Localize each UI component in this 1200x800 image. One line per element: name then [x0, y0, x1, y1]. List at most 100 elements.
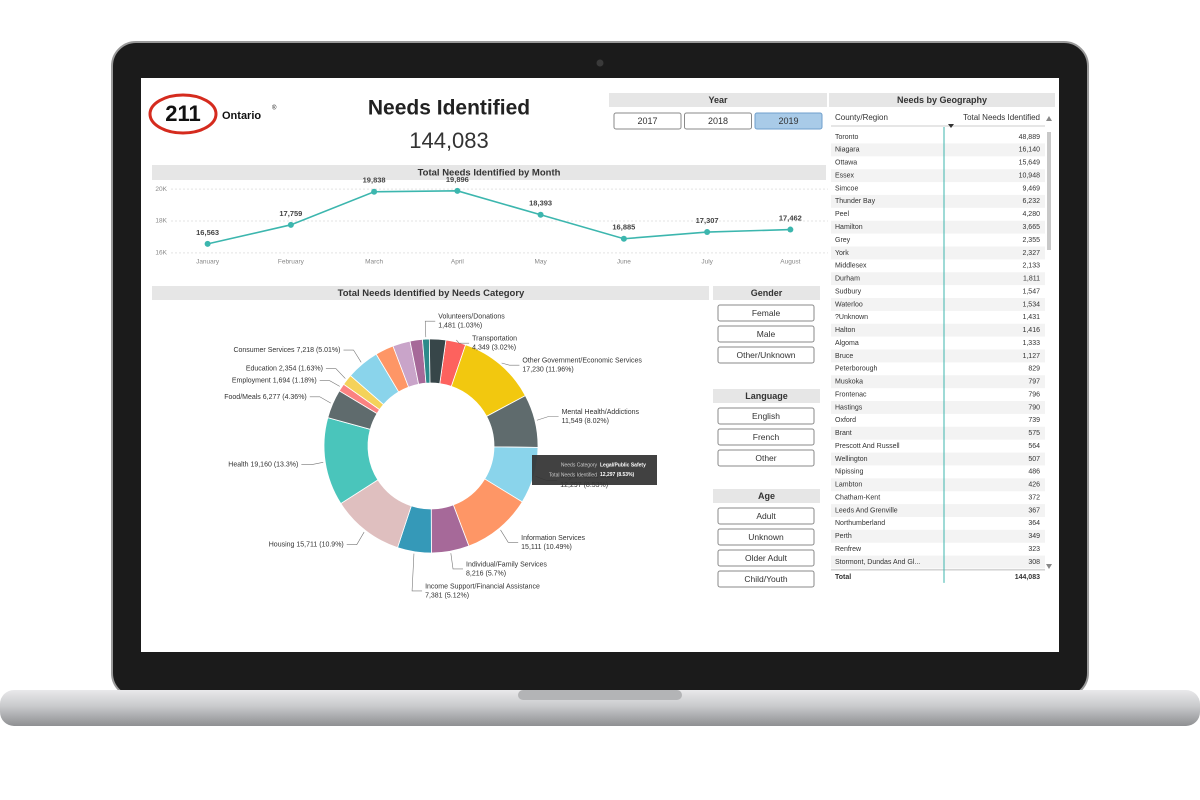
slicer-button-label[interactable]: Female — [752, 308, 781, 318]
geo-region[interactable]: Nipissing — [835, 469, 864, 476]
geo-value[interactable]: 2,133 — [1022, 263, 1040, 270]
geo-value[interactable]: 796 — [1028, 391, 1040, 398]
geo-region[interactable]: Frontenac — [835, 391, 867, 398]
slicer-button[interactable] — [717, 449, 815, 467]
geo-region[interactable]: Bruce — [835, 353, 853, 360]
scroll-down[interactable] — [1046, 564, 1052, 569]
geo-value[interactable]: 575 — [1028, 430, 1040, 437]
geo-value[interactable]: 9,469 — [1022, 185, 1040, 192]
geo-value[interactable]: 1,416 — [1022, 327, 1040, 334]
slicer-button[interactable] — [717, 570, 815, 588]
slicer-button[interactable] — [717, 407, 815, 425]
geo-region[interactable]: Grey — [835, 237, 851, 244]
geo-value[interactable]: 486 — [1028, 469, 1040, 476]
geo-value[interactable]: 15,649 — [1019, 160, 1041, 167]
geo-region[interactable]: Ottawa — [835, 160, 857, 167]
geo-region[interactable]: Lambton — [835, 482, 862, 489]
geo-value[interactable]: 2,327 — [1022, 250, 1040, 257]
geo-value[interactable]: 2,355 — [1022, 237, 1040, 244]
geo-value[interactable]: 367 — [1028, 507, 1040, 514]
scrollbar[interactable] — [1047, 132, 1051, 250]
geo-value[interactable]: 1,127 — [1022, 353, 1040, 360]
geo-value[interactable]: 48,889 — [1019, 134, 1041, 141]
geo-value[interactable]: 564 — [1028, 443, 1040, 450]
geo-region[interactable]: Renfrew — [835, 546, 862, 553]
geo-region[interactable]: Oxford — [835, 417, 856, 424]
geo-value[interactable]: 790 — [1028, 404, 1040, 411]
year-button-label[interactable]: 2019 — [778, 116, 798, 126]
geo-region[interactable]: Durham — [835, 276, 860, 283]
geo-value[interactable]: 739 — [1028, 417, 1040, 424]
geo-region[interactable]: ?Unknown — [835, 314, 868, 321]
slicer-button[interactable] — [717, 507, 815, 525]
geo-region[interactable]: Prescott And Russell — [835, 443, 900, 450]
geo-region[interactable]: Wellington — [835, 456, 868, 463]
slicer-button[interactable] — [717, 428, 815, 446]
geo-value[interactable]: 507 — [1028, 456, 1040, 463]
geo-value[interactable]: 16,140 — [1019, 147, 1041, 154]
geo-value[interactable]: 364 — [1028, 520, 1040, 527]
slicer-button-label[interactable]: English — [752, 411, 780, 421]
slicer-button-label[interactable]: Male — [757, 329, 776, 339]
geo-value[interactable]: 1,547 — [1022, 288, 1040, 295]
geo-col-header[interactable]: County/Region — [835, 113, 888, 122]
geo-region[interactable]: Middlesex — [835, 263, 867, 270]
slicer-button-label[interactable]: Child/Youth — [744, 574, 787, 584]
slicer-button-label[interactable]: Other — [755, 453, 776, 463]
slicer-button[interactable] — [717, 304, 815, 322]
geo-value[interactable]: 1,811 — [1023, 276, 1040, 283]
scroll-up[interactable] — [1046, 116, 1052, 121]
geo-region[interactable]: Brant — [835, 430, 852, 437]
geo-value[interactable]: 6,232 — [1022, 198, 1040, 205]
slicer-button-label[interactable]: Older Adult — [745, 553, 788, 563]
geo-value[interactable]: 3,665 — [1022, 224, 1040, 231]
geo-value[interactable]: 4,280 — [1022, 211, 1040, 218]
geo-region[interactable]: Hamilton — [835, 224, 863, 231]
geo-region[interactable]: Northumberland — [835, 520, 885, 527]
geo-region[interactable]: Essex — [835, 172, 855, 179]
geo-region[interactable]: Chatham-Kent — [835, 494, 880, 501]
geo-value[interactable]: 308 — [1028, 559, 1040, 566]
geo-value[interactable]: 10,948 — [1019, 172, 1041, 179]
slicer-button[interactable] — [717, 549, 815, 567]
geo-region[interactable]: Peel — [835, 211, 849, 218]
geo-region[interactable]: Halton — [835, 327, 855, 334]
geo-region[interactable]: Thunder Bay — [835, 198, 876, 205]
geo-value[interactable]: 1,333 — [1022, 340, 1040, 347]
slicer-button[interactable] — [717, 528, 815, 546]
geo-region[interactable]: Muskoka — [835, 379, 863, 386]
geo-col-header[interactable]: Total Needs Identified — [963, 113, 1040, 122]
geo-region[interactable]: Niagara — [835, 147, 860, 154]
geo-value[interactable]: 797 — [1028, 379, 1040, 386]
slicer-button-label[interactable]: Adult — [756, 511, 776, 521]
geo-region[interactable]: Waterloo — [835, 301, 863, 308]
geo-region[interactable]: Simcoe — [835, 185, 858, 192]
year-button[interactable] — [754, 112, 823, 130]
geo-value[interactable]: 1,431 — [1022, 314, 1040, 321]
geo-region[interactable]: Algoma — [835, 340, 859, 347]
slicer-button-label[interactable]: Other/Unknown — [736, 350, 795, 360]
year-button-label[interactable]: 2017 — [637, 116, 657, 126]
geo-region[interactable]: Leeds And Grenville — [835, 507, 898, 514]
year-button[interactable] — [613, 112, 682, 130]
donut-slice[interactable] — [428, 338, 447, 385]
geo-region[interactable]: York — [835, 250, 849, 257]
geo-value[interactable]: 372 — [1028, 494, 1040, 501]
geo-value[interactable]: 1,534 — [1022, 301, 1040, 308]
slicer-button-label[interactable]: French — [753, 432, 780, 442]
geo-region[interactable]: Stormont, Dundas And Gl... — [835, 559, 920, 566]
slicer-button-label[interactable]: Unknown — [748, 532, 784, 542]
slicer-button[interactable] — [717, 346, 815, 364]
geo-value[interactable]: 829 — [1028, 366, 1040, 373]
geo-value[interactable]: 349 — [1028, 533, 1040, 540]
geo-region[interactable]: Sudbury — [835, 288, 862, 295]
geo-region[interactable]: Perth — [835, 533, 852, 540]
geo-region[interactable]: Peterborough — [835, 366, 878, 373]
slicer-button[interactable] — [717, 325, 815, 343]
geo-value[interactable]: 426 — [1028, 482, 1040, 489]
year-button[interactable] — [684, 112, 752, 130]
geo-region[interactable]: Toronto — [835, 134, 858, 141]
year-button-label[interactable]: 2018 — [708, 116, 728, 126]
geo-region[interactable]: Hastings — [835, 404, 863, 411]
geo-value[interactable]: 323 — [1028, 546, 1040, 553]
